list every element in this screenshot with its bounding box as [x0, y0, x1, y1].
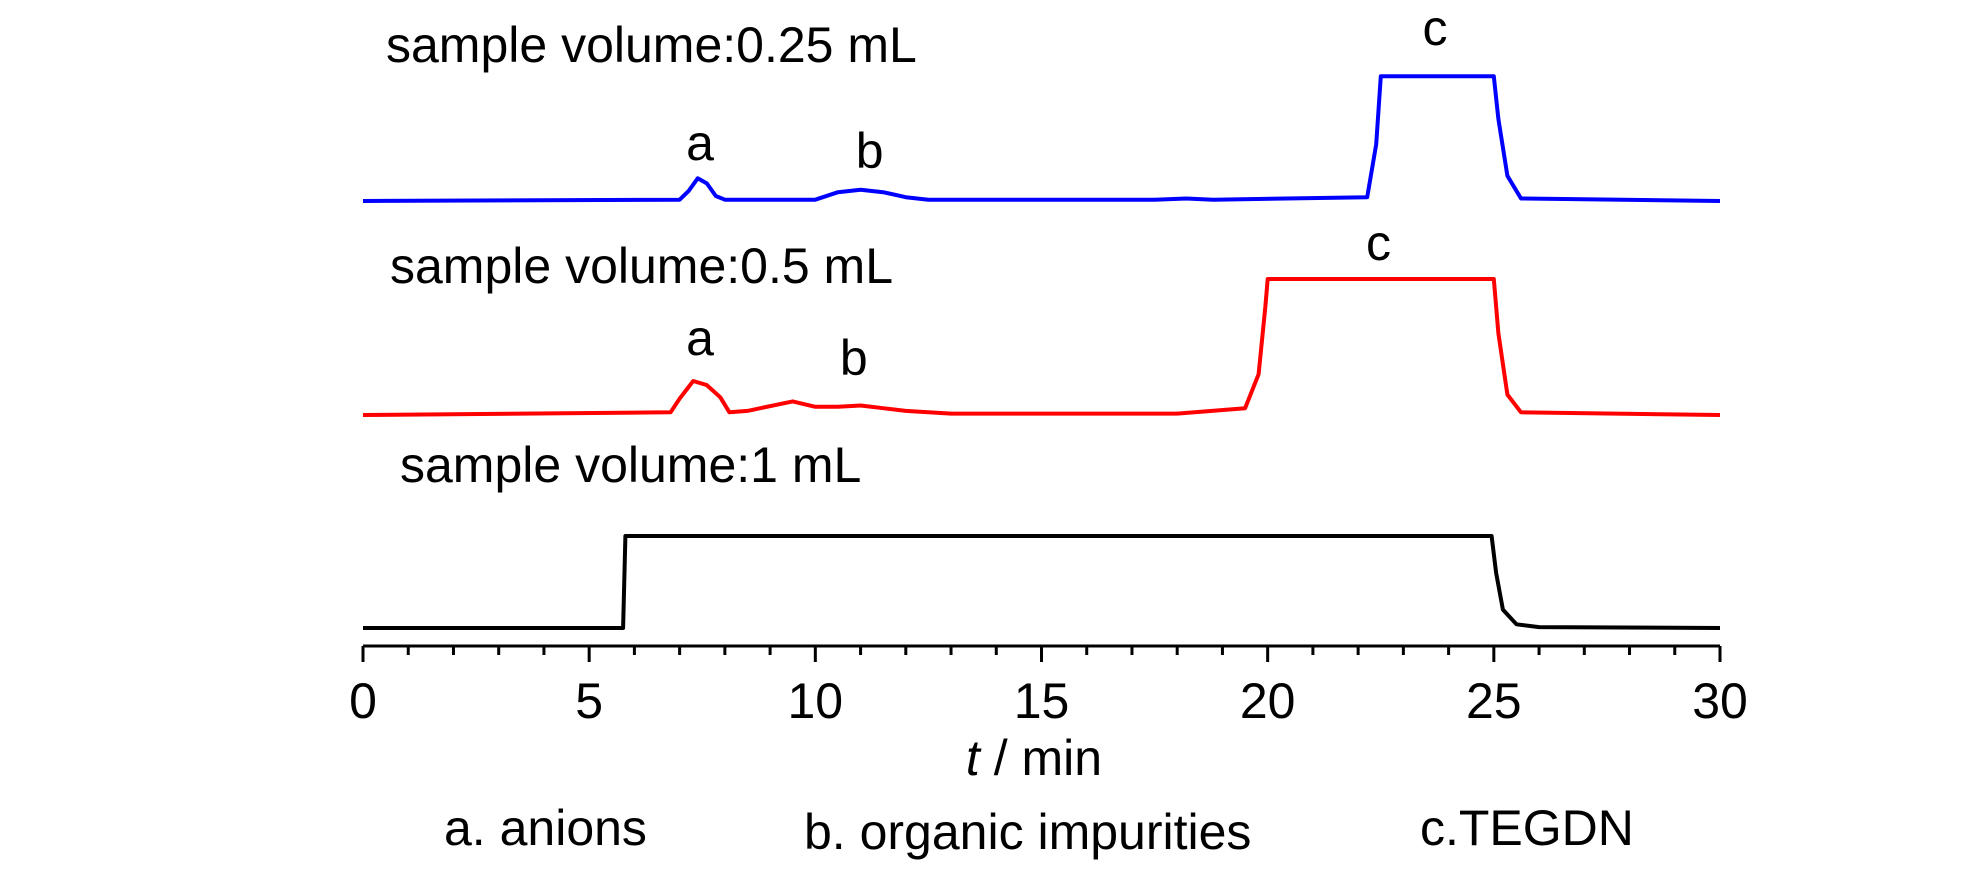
- trace-line-1: [362, 277, 1721, 417]
- legend-notes: a. anions b. organic impurities c.TEGDN: [444, 800, 1634, 860]
- traces-group: [362, 74, 1721, 630]
- trace-line-2: [363, 534, 1721, 630]
- x-tick-label: 15: [1014, 673, 1070, 729]
- note-tegdn: c.TEGDN: [1420, 800, 1634, 856]
- x-axis-label-unit: / min: [980, 730, 1102, 786]
- peak-label-c-0: c: [1423, 0, 1448, 56]
- trace-label-1: sample volume:0.5 mL: [390, 238, 893, 294]
- trace-line-0: [362, 74, 1721, 203]
- peak-label-a-1: a: [686, 310, 714, 366]
- x-tick-label: 25: [1466, 673, 1522, 729]
- trace-labels-group: sample volume:0.25 mL sample volume:0.5 …: [386, 17, 917, 493]
- note-anions: a. anions: [444, 800, 647, 856]
- x-axis-label: t / min: [966, 730, 1102, 786]
- x-tick-label: 20: [1240, 673, 1296, 729]
- peak-label-c-1: c: [1366, 215, 1391, 271]
- x-axis: 0 5 10 15 20 25 30: [349, 644, 1748, 729]
- x-tick-label: 10: [787, 673, 843, 729]
- x-tick-label: 5: [575, 673, 603, 729]
- peak-label-b-0: b: [856, 123, 884, 179]
- trace-label-2: sample volume:1 mL: [400, 437, 861, 493]
- peak-label-a-0: a: [686, 115, 714, 171]
- peak-labels-group: a b c a b c: [686, 0, 1447, 386]
- note-organic-impurities: b. organic impurities: [804, 804, 1251, 860]
- x-tick-label: 0: [349, 673, 377, 729]
- trace-label-0: sample volume:0.25 mL: [386, 17, 917, 73]
- x-axis-label-italic: t: [966, 730, 982, 786]
- x-tick-label: 30: [1692, 673, 1748, 729]
- peak-label-b-1: b: [840, 330, 868, 386]
